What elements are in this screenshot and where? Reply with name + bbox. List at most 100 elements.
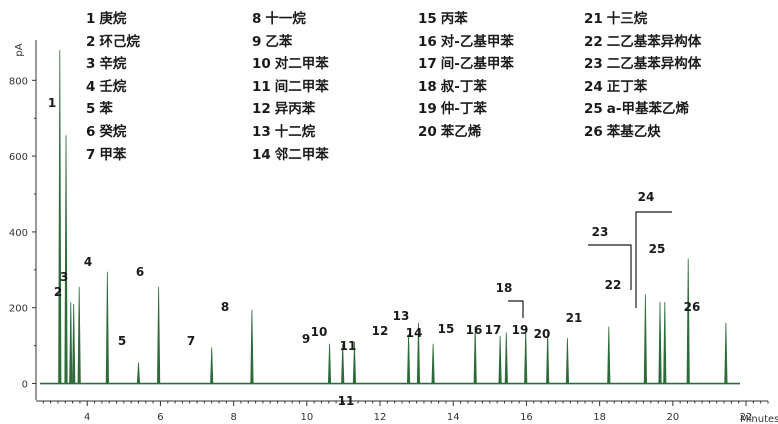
y-tick-label: 600 (9, 152, 28, 163)
x-tick-label: 8 (230, 412, 236, 423)
legend-item-4: 4 壬烷 (86, 78, 127, 95)
legend-item-2: 2 环己烷 (86, 33, 140, 50)
peak-7 (210, 347, 214, 384)
legend-item-10: 10 对二甲苯 (252, 56, 329, 73)
peak-label-11: 11 (340, 339, 357, 353)
peak-unlabeled (77, 286, 81, 384)
peak-18 (524, 328, 528, 384)
peak-label-14: 14 (406, 326, 423, 340)
legend-item-25: 25 a-甲基苯乙烯 (584, 101, 690, 118)
legend-item-15: 15 丙苯 (418, 11, 468, 27)
peak-13 (416, 322, 421, 384)
peak-2 (64, 135, 68, 384)
peak-label-22: 22 (605, 278, 622, 292)
legend-item-21: 21 十三烷 (584, 11, 648, 27)
peak-label-3: 3 (60, 270, 68, 284)
legend-item-20: 20 苯乙烯 (418, 123, 482, 140)
peak-24 (663, 302, 667, 384)
y-tick-label: 400 (9, 228, 28, 239)
peak-label-5: 5 (118, 334, 126, 348)
peak-17 (504, 332, 508, 384)
peak-14 (431, 343, 435, 384)
peak-22 (643, 294, 647, 384)
peak-label-2: 2 (54, 285, 62, 299)
legend-item-23: 23 二乙基苯异构体 (584, 56, 702, 73)
legend-column-3: 15 丙苯 16 对-乙基甲苯 17 间-乙基甲苯 18 叔-丁苯 19 仲-丁苯 20 苯… (418, 8, 514, 144)
peak-6 (157, 286, 161, 384)
peak-label-1: 1 (48, 96, 56, 110)
legend-item-11: 11 间二甲苯 (252, 78, 329, 95)
peak-label-15: 15 (438, 322, 455, 336)
legend-item-3: 3 辛烷 (86, 56, 127, 73)
peak-label-23: 23 (592, 225, 609, 239)
peak-5 (136, 362, 141, 384)
peak-11 (352, 341, 357, 384)
peak-1 (58, 49, 62, 384)
peak-23 (658, 302, 662, 384)
peak-label-13: 13 (393, 309, 410, 323)
x-unit-label: Minutes (740, 414, 778, 424)
peak-label-6: 6 (136, 265, 144, 279)
bracket-24 (635, 211, 672, 308)
peak-20 (565, 338, 570, 384)
peak-3 (72, 303, 76, 384)
peak-19 (546, 332, 550, 384)
peak-26 (724, 322, 728, 384)
peak-21 (607, 326, 611, 384)
y-unit-label: pA (14, 43, 25, 56)
peak-unlabeled (69, 302, 73, 384)
legend-item-14: 14 邻二甲苯 (252, 146, 329, 163)
legend-item-16: 16 对-乙基甲苯 (418, 33, 514, 50)
peak-label-21: 21 (566, 311, 583, 325)
legend-item-19: 19 仲-丁苯 (418, 101, 487, 118)
peak-4 (105, 271, 109, 384)
x-tick-label: 16 (520, 412, 533, 423)
x-tick-label: 10 (300, 412, 313, 423)
peak-label-8: 8 (221, 300, 229, 314)
peak-16 (498, 336, 502, 384)
peak-label-20: 20 (534, 327, 551, 341)
legend-item-17: 17 间-乙基甲苯 (418, 56, 514, 73)
legend-item-24: 24 正丁苯 (584, 78, 648, 95)
x-tick-label: 6 (157, 412, 163, 423)
y-tick-label: 200 (9, 304, 28, 315)
x-tick-label: 14 (447, 412, 460, 423)
peak-label-12: 12 (372, 324, 389, 338)
legend-item-26: 26 苯基乙炔 (584, 123, 661, 140)
peak-label-16: 16 (466, 323, 483, 337)
peak-25 (686, 258, 690, 384)
peak-10 (341, 343, 345, 384)
peak-label-11-lower: 11 (338, 394, 355, 408)
peak-label-17: 17 (485, 323, 502, 337)
peak-8 (250, 309, 254, 384)
x-tick-label: 20 (666, 412, 679, 423)
peak-9 (327, 343, 332, 384)
x-tick-label: 22 (740, 412, 753, 423)
legend-item-9: 9 乙苯 (252, 33, 293, 50)
peak-15 (473, 326, 477, 384)
peak-12 (406, 334, 411, 384)
peak-label-10: 10 (311, 325, 328, 339)
legend-item-18: 18 叔-丁苯 (418, 78, 487, 95)
legend-column-2: 8 十一烷 9 乙苯 10 对二甲苯 11 间二甲苯 12 异丙苯 13 十二烷 14 邻二甲… (252, 8, 329, 166)
x-tick-label: 12 (374, 412, 387, 423)
legend-item-13: 13 十二烷 (252, 123, 316, 140)
legend-item-22: 22 二乙基苯异构体 (584, 33, 702, 50)
peak-label-24: 24 (638, 190, 655, 204)
x-tick-label: 18 (593, 412, 606, 423)
peak-label-9: 9 (302, 332, 310, 346)
legend-item-7: 7 甲苯 (86, 146, 127, 163)
bracket-23 (588, 244, 632, 290)
legend-item-1: 1 庚烷 (86, 11, 127, 27)
bracket-18 (508, 300, 524, 318)
y-tick-label: 800 (9, 76, 28, 87)
x-tick-label: 4 (84, 412, 90, 423)
legend-item-6: 6 癸烷 (86, 123, 127, 140)
peak-label-26: 26 (684, 300, 701, 314)
bracket-annotations (508, 211, 672, 318)
legend-item-12: 12 异丙苯 (252, 101, 316, 118)
